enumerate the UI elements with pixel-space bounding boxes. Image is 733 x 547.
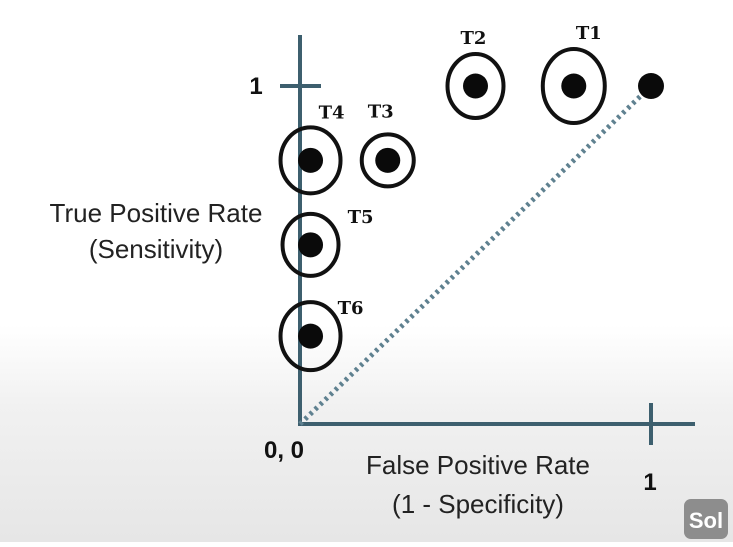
y-axis-title-line-1: True Positive Rate [50,198,263,228]
x-tick-label: 1 [643,469,656,496]
x-axis-title-line-1: False Positive Rate [366,450,590,480]
data-point-t2 [463,73,488,99]
watermark-logo: Sol [684,499,728,539]
watermark-text: Sol [689,508,723,533]
axes [280,35,695,445]
data-point-t1 [561,73,587,99]
point-label-t3: T3 [368,101,394,122]
point-label-t2: T2 [461,28,487,49]
point-group-endpoint [638,73,664,99]
point-group-t2: T2 [445,28,506,120]
point-ring-t3 [359,132,416,189]
point-ring-t1 [540,47,607,125]
point-ring-t5 [280,211,341,278]
data-point-t4 [298,147,324,173]
data-point-t3 [375,147,401,173]
x-axis-title-line-2: (1 - Specificity) [392,489,564,519]
point-group-t1: T1 [540,23,607,125]
reference-diagonal-line [298,84,653,426]
point-ring-t4 [278,125,343,196]
point-label-t5: T5 [348,207,374,228]
points-layer: T1 T2 T3 T4 T5 T6 [278,23,664,373]
point-group-t4: T4 [278,102,345,196]
point-group-t5: T5 [280,207,374,278]
data-point-endpoint [638,73,664,99]
point-ring-t2 [445,52,506,120]
point-ring-t6 [278,300,343,373]
point-group-t3: T3 [359,101,416,189]
data-point-t6 [298,323,324,349]
point-label-t4: T4 [319,102,345,123]
point-label-t6: T6 [338,298,364,319]
origin-label: 0, 0 [264,437,304,464]
y-tick-label: 1 [249,73,262,100]
y-axis-title-line-2: (Sensitivity) [89,234,223,264]
point-group-t6: T6 [278,298,364,373]
data-point-t5 [298,232,324,258]
point-label-t1: T1 [576,23,602,44]
